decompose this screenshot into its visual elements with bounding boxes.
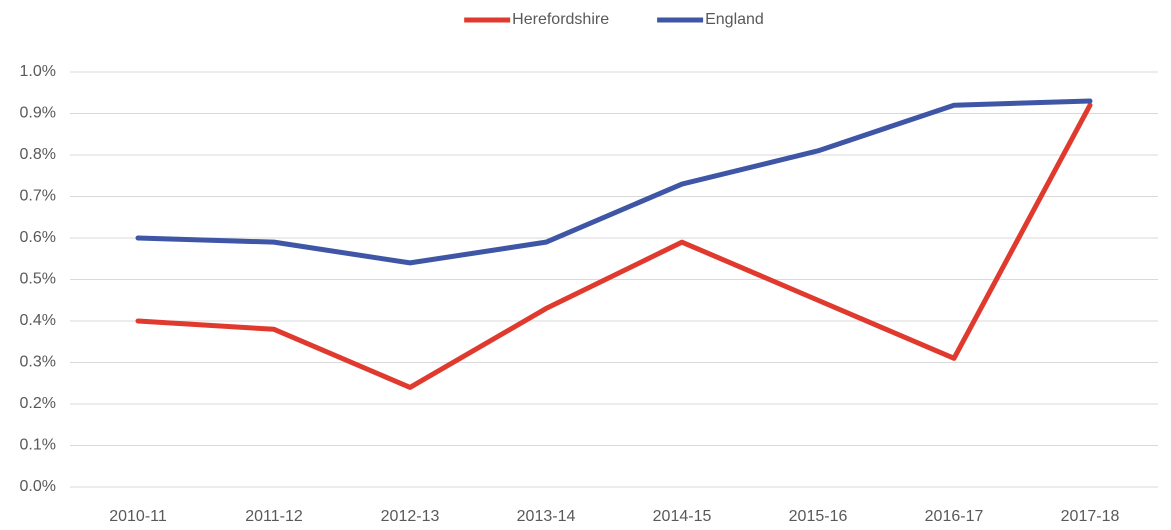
x-tick-label: 2010-11 xyxy=(109,508,167,525)
y-tick-label: 0.5% xyxy=(20,271,56,288)
x-tick-label: 2016-17 xyxy=(925,508,984,525)
y-tick-label: 0.8% xyxy=(20,146,56,163)
y-tick-label: 0.0% xyxy=(20,478,56,495)
y-tick-label: 0.2% xyxy=(20,395,56,412)
x-tick-label: 2013-14 xyxy=(517,508,576,525)
legend-label: Herefordshire xyxy=(512,11,609,28)
y-tick-label: 0.7% xyxy=(20,188,56,205)
series-line xyxy=(135,102,1093,390)
x-tick-label: 2012-13 xyxy=(381,508,440,525)
legend-label: England xyxy=(705,11,764,28)
x-tick-label: 2011-12 xyxy=(245,508,303,525)
y-tick-label: 0.9% xyxy=(20,105,56,122)
y-tick-label: 0.6% xyxy=(20,229,56,246)
x-tick-label: 2015-16 xyxy=(789,508,848,525)
y-tick-label: 1.0% xyxy=(20,63,56,80)
series-line xyxy=(135,98,1093,266)
x-tick-label: 2017-18 xyxy=(1061,508,1120,525)
x-tick-label: 2014-15 xyxy=(653,508,712,525)
y-tick-label: 0.4% xyxy=(20,312,56,329)
y-tick-label: 0.1% xyxy=(20,437,56,454)
y-tick-label: 0.3% xyxy=(20,354,56,371)
